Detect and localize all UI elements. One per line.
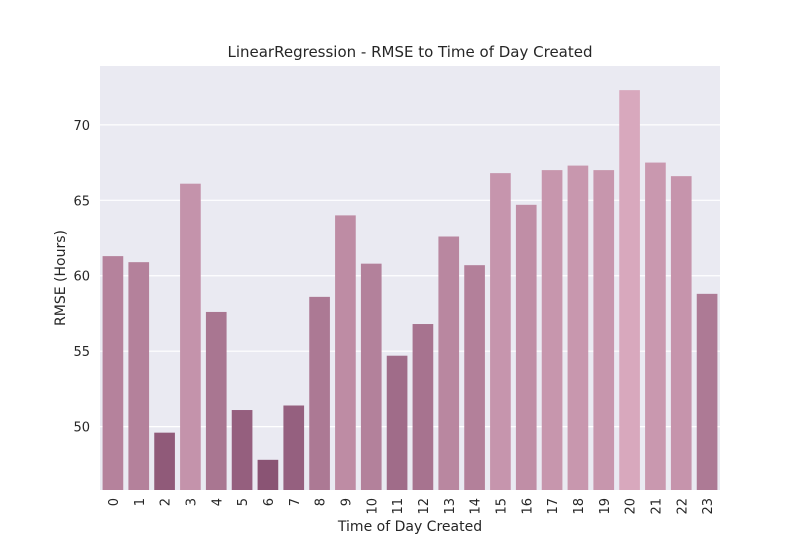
x-tick-label: 3	[184, 498, 199, 506]
bar-hour-1	[128, 262, 150, 490]
bar-hour-0	[102, 256, 124, 490]
y-tick-labels: 50 55 60 65 70	[73, 119, 90, 436]
y-tick-label: 50	[73, 421, 90, 436]
bar-hour-22	[670, 176, 692, 490]
x-tick-label: 9	[339, 498, 354, 506]
x-tick-label: 13	[443, 498, 458, 515]
y-tick-label: 55	[73, 345, 90, 360]
x-tick-label: 10	[365, 498, 380, 515]
x-tick-label: 23	[701, 498, 716, 515]
bar-hour-3	[180, 183, 201, 490]
chart-title: LinearRegression - RMSE to Time of Day C…	[227, 43, 592, 61]
gridlines	[100, 124, 720, 428]
bar-hour-6	[257, 459, 279, 490]
x-axis-label: Time of Day Created	[337, 519, 482, 535]
bar-hour-19	[593, 170, 615, 490]
x-tick-label: 14	[469, 498, 484, 515]
x-tick-label: 4	[210, 498, 225, 506]
plot-area	[100, 66, 720, 490]
bar-hour-12	[412, 324, 434, 490]
x-tick-label: 0	[107, 498, 122, 506]
x-tick-label: 2	[159, 498, 174, 506]
x-tick-label: 17	[546, 498, 561, 515]
x-tick-label: 22	[675, 498, 690, 515]
bar-hour-5	[231, 410, 253, 490]
bar-hour-2	[154, 432, 175, 490]
x-tick-label: 7	[288, 498, 303, 506]
bar-hour-11	[386, 355, 408, 490]
bar-hour-16	[515, 204, 537, 490]
x-tick-label: 12	[417, 498, 432, 515]
x-tick-label: 1	[133, 498, 148, 506]
bar-hour-10	[360, 263, 382, 490]
bars	[102, 90, 718, 491]
bar-hour-20	[619, 90, 640, 491]
bar-hour-14	[464, 265, 485, 490]
bar-hour-21	[645, 162, 666, 490]
bar-hour-18	[567, 165, 589, 490]
y-tick-label: 65	[73, 194, 90, 209]
x-tick-label: 5	[236, 498, 251, 506]
x-tick-label: 8	[314, 498, 329, 506]
x-tick-label: 21	[649, 498, 664, 515]
x-tick-label: 6	[262, 498, 277, 506]
bar-hour-7	[283, 405, 305, 490]
y-tick-label: 70	[73, 119, 90, 134]
bar-hour-4	[205, 311, 227, 490]
bar-hour-15	[490, 173, 511, 491]
bar-hour-8	[309, 296, 330, 490]
x-tick-label: 11	[391, 498, 406, 515]
x-tick-label: 16	[520, 498, 535, 515]
bar-hour-9	[335, 215, 356, 490]
y-tick-label: 60	[73, 270, 90, 285]
x-tick-label: 15	[494, 498, 509, 515]
bar-hour-17	[541, 170, 563, 490]
x-tick-label: 19	[598, 498, 613, 515]
y-axis-label: RMSE (Hours)	[53, 230, 69, 326]
x-tick-label: 20	[624, 498, 639, 515]
bar-hour-13	[438, 236, 460, 490]
x-tick-labels: 0 1 2 3 4 5 6 7 8 9 10 11 12 13 14 15 16 17 18 19 20 21 22 23	[107, 498, 716, 515]
bar-hour-23	[696, 293, 718, 490]
x-tick-label: 18	[572, 498, 587, 515]
